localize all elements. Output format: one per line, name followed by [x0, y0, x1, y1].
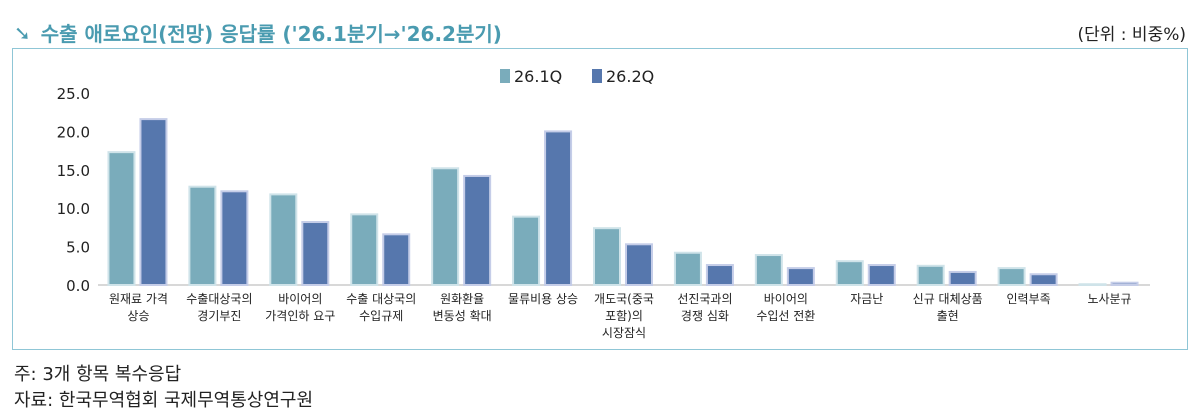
- x-tick-label: 경쟁 심화: [681, 309, 729, 323]
- bar-26.1Q: [350, 213, 379, 286]
- unit-label: (단위 : 비중%): [1077, 25, 1186, 45]
- bar-26.1Q: [593, 227, 621, 286]
- title-text: 수출 애로요인(전망) 응답률 ('26.1분기→'26.2분기): [40, 22, 502, 46]
- bar-26.2Q: [139, 118, 168, 286]
- bar-26.1Q: [188, 185, 217, 286]
- x-tick-label: 노사분규: [1087, 292, 1131, 306]
- x-tick-label: 상승: [127, 309, 149, 323]
- x-tick-label: 시장잠식: [602, 326, 646, 340]
- y-tick-label: 0.0: [66, 277, 90, 295]
- chart-title: ➘ 수출 애로요인(전망) 응답률 ('26.1분기→'26.2분기): [14, 18, 502, 47]
- y-tick-label: 20.0: [57, 123, 90, 141]
- bar-26.2Q: [463, 174, 492, 286]
- x-tick-label: 수입규제: [359, 309, 403, 323]
- x-tick-label: 신규 대체상품: [913, 292, 983, 306]
- bar-26.2Q: [705, 264, 734, 287]
- bar-26.1Q: [916, 264, 945, 286]
- x-tick-label: 개도국(중국: [594, 292, 654, 306]
- x-tick-label: 수출대상국의: [186, 292, 252, 306]
- source: 자료: 한국무역협회 국제무역통상연구원: [14, 390, 314, 411]
- bar-26.2Q: [382, 233, 411, 286]
- bar-26.1Q: [997, 267, 1026, 287]
- bar-26.2Q: [948, 270, 977, 286]
- bar-26.1Q: [1078, 283, 1107, 286]
- bar-26.2Q: [625, 243, 653, 287]
- x-tick-label: 경기부진: [197, 309, 241, 323]
- bar-26.2Q: [1110, 281, 1139, 287]
- x-tick-label: 자금난: [850, 292, 883, 306]
- legend-swatch: [500, 69, 510, 83]
- y-tick-label: 5.0: [66, 239, 90, 257]
- y-tick-label: 10.0: [57, 200, 90, 218]
- bar-26.1Q: [835, 260, 864, 286]
- bar-26.1Q: [107, 151, 136, 286]
- legend-swatch: [592, 69, 602, 83]
- bar-26.1Q: [754, 254, 783, 287]
- bar-26.1Q: [673, 251, 702, 287]
- x-tick-label: 가격인하 요구: [265, 309, 335, 323]
- y-tick-label: 25.0: [57, 85, 90, 103]
- bar-26.2Q: [786, 267, 815, 287]
- note: 주: 3개 항목 복수응답: [14, 364, 182, 385]
- x-tick-label: 수출 대상국의: [346, 292, 416, 306]
- bar-26.2Q: [867, 264, 896, 287]
- y-tick-label: 15.0: [57, 162, 90, 180]
- x-tick-label: 수입선 전환: [756, 309, 815, 323]
- bar-26.2Q: [1029, 273, 1058, 286]
- x-tick-label: 원화환율: [440, 292, 484, 306]
- legend-label: 26.2Q: [606, 67, 654, 86]
- bar-26.1Q: [269, 193, 298, 287]
- legend-label: 26.1Q: [514, 67, 562, 86]
- x-tick-label: 원재료 가격: [109, 292, 168, 306]
- x-tick-label: 포함)의: [605, 309, 643, 323]
- x-tick-label: 변동성 확대: [433, 309, 492, 323]
- bar-26.2Q: [301, 221, 330, 287]
- x-tick-label: 바이어의: [278, 292, 322, 306]
- x-tick-label: 선진국과의: [677, 292, 732, 306]
- arrow-icon: ➘: [14, 20, 31, 45]
- bar-26.1Q: [512, 215, 541, 286]
- x-tick-label: 출현: [937, 309, 959, 323]
- x-tick-label: 인력부족: [1007, 292, 1051, 306]
- bar-26.2Q: [220, 190, 249, 286]
- x-tick-label: 물류비용 상승: [508, 292, 578, 306]
- x-tick-label: 바이어의: [764, 292, 808, 306]
- bar-26.1Q: [431, 167, 460, 287]
- chart-frame: [12, 48, 1188, 350]
- bar-26.2Q: [544, 130, 573, 286]
